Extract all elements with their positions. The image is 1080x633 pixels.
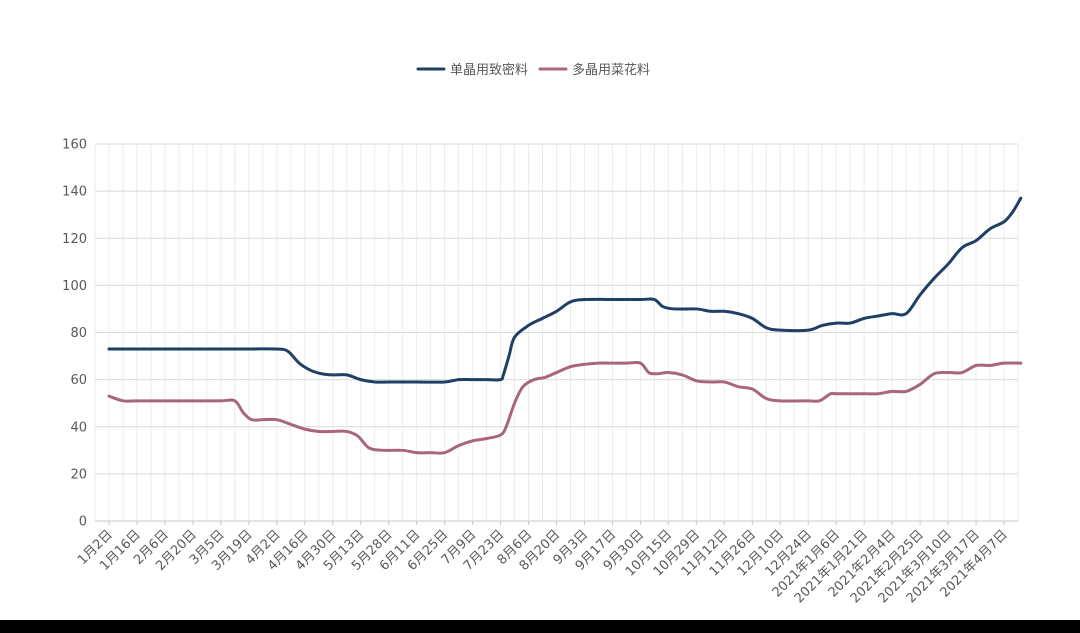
y-tick-label: 140 [62, 185, 87, 200]
y-tick-label: 80 [70, 326, 87, 341]
y-tick-label: 0 [79, 515, 87, 530]
series-line-2 [107, 360, 1023, 455]
legend-item-2[interactable]: 多晶用菜花料 [538, 62, 650, 78]
y-tick-label: 60 [70, 373, 87, 388]
grid [94, 143, 1019, 521]
legend: 单晶用致密料 多晶用菜花料 [416, 62, 650, 78]
y-tick-label: 160 [62, 138, 87, 153]
y-tick-label: 40 [70, 420, 87, 435]
y-tick-label: 100 [62, 279, 87, 294]
series-lines [107, 196, 1023, 455]
y-tick-label: 20 [70, 467, 87, 482]
axes: 0204060801001201401601月2日1月16日2月6日2月20日3… [62, 138, 1018, 606]
legend-label: 单晶用致密料 [450, 62, 528, 78]
series-line-1 [107, 196, 1023, 384]
legend-label: 多晶用菜花料 [572, 62, 650, 78]
legend-item-1[interactable]: 单晶用致密料 [416, 62, 528, 78]
y-tick-label: 120 [62, 232, 87, 247]
line-chart: 0204060801001201401601月2日1月16日2月6日2月20日3… [62, 62, 1023, 606]
chart-canvas: 0 20 40 60 80 100 120 140 160 1月2日 1月16日 2月6日 2月20日 3… [0, 0, 1080, 620]
